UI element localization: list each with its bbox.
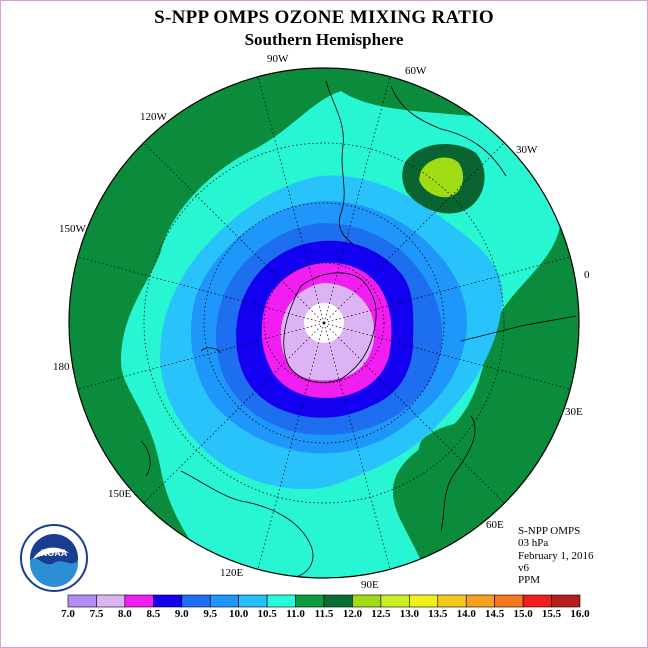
info-satellite: S-NPP OMPS [518, 525, 581, 537]
antarctica-coast [283, 272, 377, 383]
coastlines [140, 80, 577, 578]
map-subtitle: Southern Hemisphere [244, 30, 404, 49]
latitude-circle-80s [263, 262, 385, 384]
color-scale-label: 15.0 [513, 608, 533, 620]
lon-label-120e: 120E [220, 567, 244, 579]
new-zealand-coast [140, 347, 222, 477]
color-scale-cell [181, 594, 211, 608]
color-scale-cells [67, 594, 581, 608]
color-scale-label: 7.0 [61, 608, 75, 620]
map-title: S-NPP OMPS OZONE MIXING RATIO [154, 7, 494, 28]
ozone-field [69, 68, 579, 578]
color-scale-label: 9.5 [203, 608, 218, 620]
madagascar-coast [440, 415, 476, 532]
lon-label-150w: 150W [59, 223, 86, 235]
meridian-line [323, 256, 571, 324]
color-scale-cell [380, 594, 410, 608]
color-scale-label: 12.0 [342, 608, 363, 620]
meridian-line [323, 76, 391, 324]
info-version: v6 [518, 561, 529, 574]
color-scale-cell [96, 594, 126, 608]
color-scale-label: 9.0 [174, 608, 189, 620]
south-america-coast [325, 80, 354, 245]
meridian-line [143, 142, 325, 324]
latitude-circle-40s [143, 142, 505, 504]
color-scale-label: 12.5 [371, 608, 391, 620]
logo-wave [30, 558, 78, 587]
color-scale-cell [409, 594, 439, 608]
lon-label-150e: 150E [108, 488, 132, 500]
contour-12-5 [419, 157, 464, 198]
australia-coast [180, 470, 314, 578]
color-scale-cell [437, 594, 467, 608]
info-date: February 1, 2016 [518, 549, 594, 562]
lon-label-180: 180 [53, 361, 70, 373]
lon-label-90e: 90E [361, 579, 379, 591]
color-scale-label: 13.5 [428, 608, 448, 620]
meridians [77, 76, 571, 570]
color-scale-cell [124, 594, 154, 608]
color-scale-cell [209, 594, 239, 608]
info-level: 03 hPa [518, 537, 549, 550]
color-scale-label: 11.5 [314, 608, 334, 620]
color-scale-label: 11.0 [286, 608, 305, 620]
latitude-circle-60s [203, 202, 445, 444]
meridian-line [323, 142, 505, 324]
meridian-line [77, 322, 325, 390]
meridian-line [323, 322, 505, 504]
meridian-line [323, 322, 391, 570]
color-scale-label: 10.0 [229, 608, 249, 620]
lon-label-60w: 60W [405, 65, 427, 77]
color-scale-cell [67, 594, 97, 608]
meridian-line [143, 322, 325, 504]
lon-label-30w: 30W [516, 144, 538, 156]
graticule [77, 76, 571, 570]
color-scale-label: 14.0 [456, 608, 476, 620]
color-scale-cell [465, 594, 495, 608]
color-scale-label: 16.0 [570, 608, 590, 620]
meridian-line [77, 256, 325, 324]
color-scale-cell [551, 594, 581, 608]
meridian-line [323, 322, 571, 390]
noaa-logo: NOAA [20, 524, 88, 592]
logo-gull [33, 547, 69, 559]
color-scale-label: 13.0 [399, 608, 419, 620]
color-scale-label: 15.5 [541, 608, 562, 620]
map-boundary [68, 67, 580, 579]
color-scale-cell [352, 594, 382, 608]
meridian-line [257, 76, 325, 324]
color-scale-cell [323, 594, 353, 608]
lon-label-0: 0 [584, 269, 590, 281]
info-units: PPM [518, 574, 541, 587]
color-scale-label: 8.0 [118, 608, 132, 620]
logo-text: NOAA [41, 548, 68, 558]
info-block: S-NPP OMPS 03 hPa February 1, 2016 v6 PP… [518, 525, 593, 586]
africa-south-coast [460, 315, 577, 342]
color-scale-cell [153, 594, 183, 608]
lon-label-120w: 120W [140, 111, 167, 123]
lon-label-60e: 60E [486, 519, 504, 531]
color-scale-label: 8.5 [146, 608, 161, 620]
color-scale-label: 7.5 [89, 608, 104, 620]
color-scale-cell [295, 594, 325, 608]
color-scale-cell [266, 594, 296, 608]
lon-label-90w: 90W [267, 53, 289, 65]
color-scale-cell [494, 594, 524, 608]
color-scale-cell [522, 594, 552, 608]
color-scale-cell [238, 594, 268, 608]
color-scale-label: 14.5 [485, 608, 505, 620]
south-america-east-coast [390, 85, 507, 177]
meridian-line [257, 322, 325, 570]
color-scale-label: 10.5 [257, 608, 277, 620]
lon-label-30e: 30E [565, 406, 583, 418]
